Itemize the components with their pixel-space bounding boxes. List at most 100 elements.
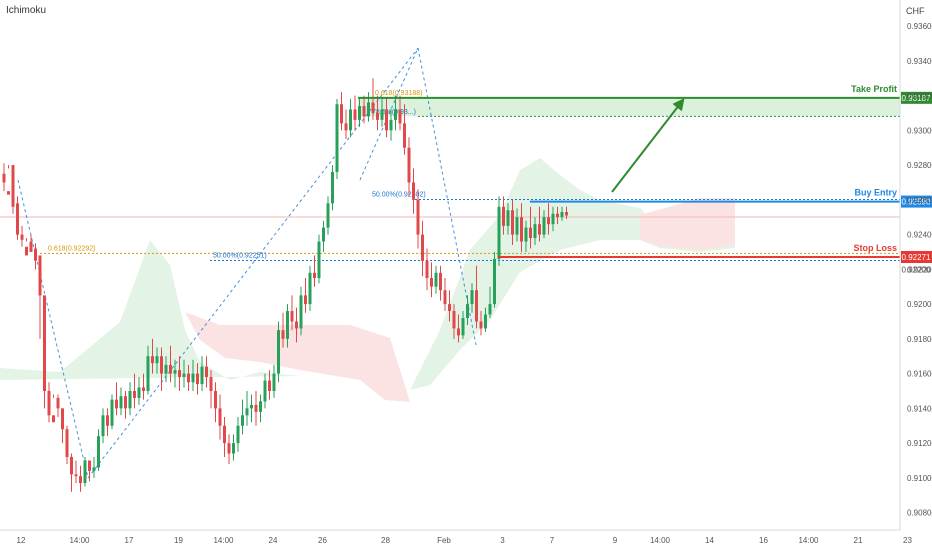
candle-body bbox=[214, 390, 217, 409]
x-tick-label: 23 bbox=[903, 536, 912, 545]
candle-body bbox=[290, 311, 294, 322]
candle-body bbox=[353, 109, 357, 120]
candle-body bbox=[16, 203, 19, 235]
candle-body bbox=[515, 217, 519, 235]
candle-body bbox=[344, 123, 348, 131]
y-tick-label: 0.92200 bbox=[907, 265, 932, 274]
candle-body bbox=[551, 213, 555, 225]
candle-body bbox=[106, 415, 109, 426]
candle-body bbox=[466, 304, 469, 318]
stop-loss-price-tag bbox=[901, 251, 932, 264]
candle-body bbox=[362, 106, 366, 117]
candle-body bbox=[97, 436, 100, 468]
x-tick-label: Feb bbox=[437, 536, 451, 545]
x-tick-label: 14:00 bbox=[650, 536, 671, 545]
candle-body bbox=[110, 399, 114, 426]
ichimoku-cloud-layer bbox=[0, 158, 735, 402]
candle-body bbox=[412, 182, 415, 200]
candle-body bbox=[151, 356, 154, 364]
candle-body bbox=[2, 173, 6, 183]
x-tick-label: 26 bbox=[318, 536, 327, 545]
fib-swing-line bbox=[87, 47, 419, 479]
candle-body bbox=[277, 330, 280, 374]
candle-body bbox=[92, 467, 96, 471]
stop-loss-price: 0.92271 bbox=[902, 253, 931, 262]
x-tick-label: 21 bbox=[854, 536, 863, 545]
candle-body bbox=[286, 311, 289, 339]
candle-body bbox=[254, 404, 258, 412]
candle-body bbox=[326, 203, 330, 228]
candle-body bbox=[178, 370, 181, 378]
candle-body bbox=[250, 404, 253, 409]
ichimoku-cloud-red bbox=[185, 312, 410, 402]
candle-body bbox=[74, 474, 78, 477]
candle-body bbox=[340, 104, 343, 124]
x-tick-label: 3 bbox=[500, 536, 505, 545]
candle-body bbox=[232, 443, 235, 454]
candle-body bbox=[79, 476, 82, 484]
candle-body bbox=[124, 396, 127, 409]
candle-body bbox=[547, 217, 550, 225]
candle-body bbox=[533, 224, 537, 239]
candle-body bbox=[317, 241, 321, 279]
candle-body bbox=[245, 408, 249, 416]
candle-body bbox=[187, 373, 190, 383]
candle-body bbox=[200, 366, 204, 385]
ichimoku-cloud-green bbox=[410, 158, 735, 390]
candle-body bbox=[173, 370, 177, 374]
candle-body bbox=[83, 460, 87, 484]
candle-body bbox=[520, 217, 523, 242]
candle-body bbox=[394, 109, 397, 120]
stop-loss-label: Stop Loss bbox=[853, 243, 897, 253]
candle-body bbox=[529, 227, 532, 239]
candle-body bbox=[524, 227, 528, 242]
candle-body bbox=[223, 425, 226, 444]
fib-618-label: 0.618(0.92292) bbox=[48, 245, 95, 252]
candle-body bbox=[142, 387, 145, 391]
candle-body bbox=[34, 248, 37, 261]
candle-body bbox=[367, 102, 370, 117]
candle-body bbox=[511, 210, 514, 235]
buy-entry-label: Buy Entry bbox=[854, 188, 897, 198]
currency-label: CHF bbox=[906, 6, 925, 16]
candle-body bbox=[146, 356, 150, 391]
candle-body bbox=[506, 210, 510, 226]
x-tick-label: 17 bbox=[125, 536, 134, 545]
current-price-label: 0.92200 bbox=[902, 265, 931, 274]
candle-body bbox=[11, 165, 15, 207]
fib-swing-line bbox=[17, 179, 89, 479]
candle-body bbox=[259, 401, 262, 412]
trade-levels-layer: Take Profit 0.93187 Buy Entry 0.92590 Stop L… bbox=[358, 84, 932, 276]
candle-body bbox=[497, 206, 501, 259]
x-tick-label: 19 bbox=[174, 536, 183, 545]
take-profit-price: 0.93187 bbox=[902, 94, 931, 103]
fib-786-label: 78.6%(0.93...) bbox=[372, 109, 416, 116]
candle-body bbox=[313, 272, 316, 279]
candle-body bbox=[484, 314, 487, 329]
candle-body bbox=[335, 104, 339, 173]
candle-body bbox=[470, 290, 474, 305]
candle-body bbox=[398, 109, 402, 124]
trade-direction-arrow bbox=[611, 98, 685, 193]
candle-body bbox=[407, 147, 411, 183]
candle-body bbox=[227, 443, 231, 454]
candle-body bbox=[331, 172, 334, 204]
x-tick-label: 7 bbox=[550, 536, 555, 545]
x-tick-label: 14:00 bbox=[69, 536, 90, 545]
candle-body bbox=[25, 246, 28, 256]
candle-body bbox=[119, 396, 123, 409]
ichimoku-cloud-green bbox=[0, 240, 300, 380]
candle-body bbox=[128, 390, 132, 409]
candle-body bbox=[241, 415, 244, 426]
candle-body bbox=[155, 356, 159, 364]
candle-body bbox=[38, 255, 42, 296]
candle-body bbox=[160, 356, 163, 374]
candle-body bbox=[502, 206, 505, 226]
